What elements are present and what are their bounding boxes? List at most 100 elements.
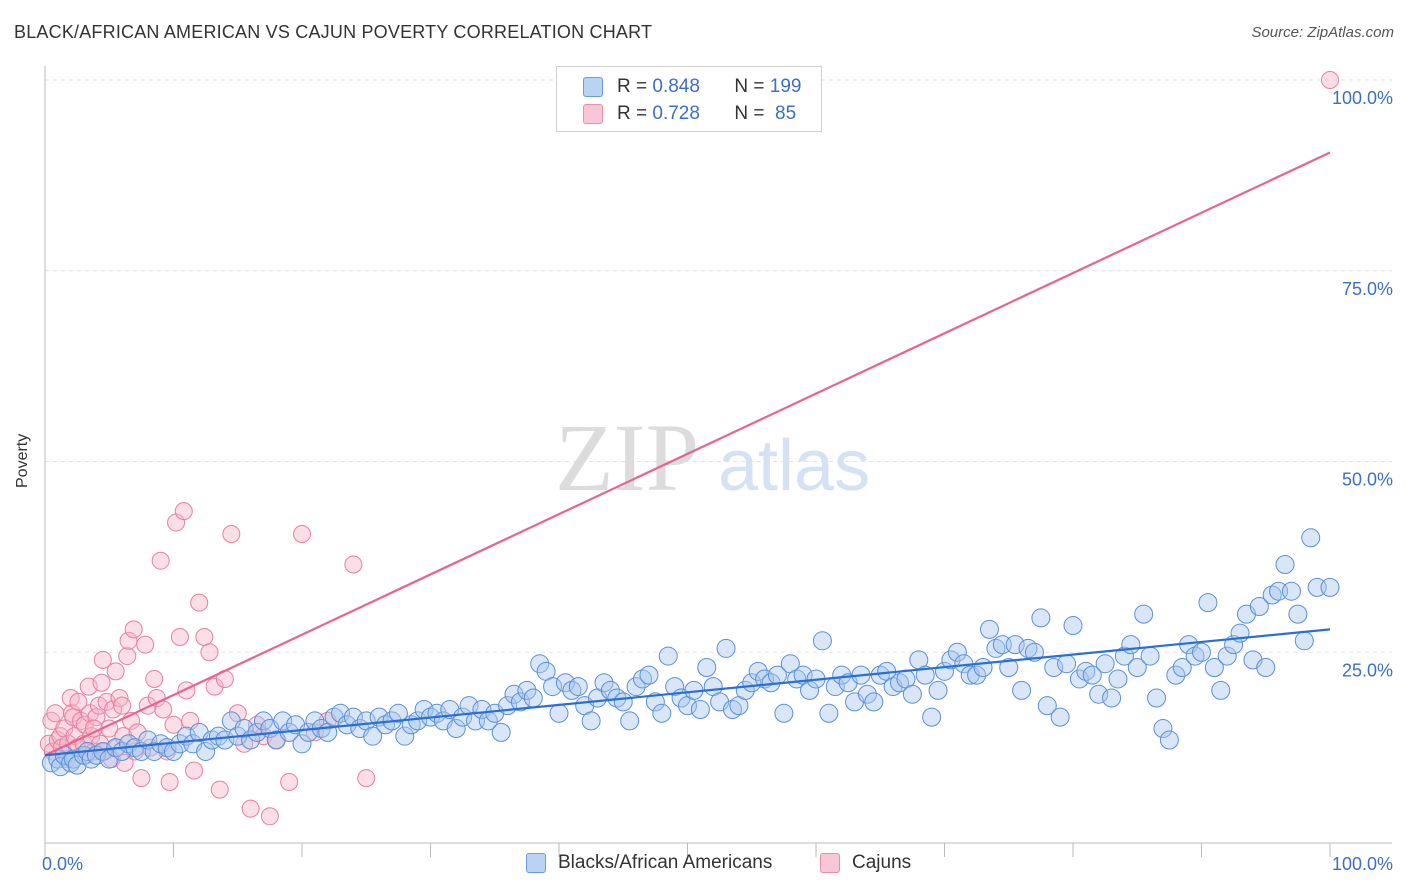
legend-r-label: R = xyxy=(617,76,648,97)
black-point xyxy=(581,711,601,731)
cajun-point xyxy=(357,769,376,788)
black-point xyxy=(363,726,383,746)
black-point xyxy=(1301,528,1321,548)
cajun-point xyxy=(136,635,155,654)
black-point xyxy=(748,661,768,681)
black-point xyxy=(594,673,614,693)
x-tick-label: 100.0% xyxy=(1332,854,1393,874)
series-swatch-pink xyxy=(820,853,840,873)
black-point xyxy=(620,711,640,731)
cajun-point xyxy=(174,502,193,521)
black-point xyxy=(716,638,736,658)
black-point xyxy=(1024,642,1044,662)
black-point xyxy=(1127,658,1147,678)
black-point xyxy=(1012,680,1032,700)
black-point xyxy=(665,677,685,697)
legend-r-value: 0.728 xyxy=(652,103,700,124)
legend-swatch-pink xyxy=(583,104,603,124)
black-point xyxy=(915,665,935,685)
cajun-point xyxy=(106,662,125,681)
black-point xyxy=(819,703,839,723)
black-point xyxy=(253,711,273,731)
cajun-point xyxy=(200,643,219,662)
black-point xyxy=(1069,669,1089,689)
black-point xyxy=(639,665,659,685)
black-point xyxy=(388,703,408,723)
black-point xyxy=(1031,608,1051,628)
x-tick-label: 0.0% xyxy=(42,854,83,874)
cajun-point xyxy=(124,620,143,639)
y-tick-label: 100.0% xyxy=(1332,88,1393,108)
cajun-point xyxy=(1321,71,1339,89)
black-point xyxy=(947,642,967,662)
black-point xyxy=(652,703,672,723)
cajun-point xyxy=(190,593,209,612)
black-point xyxy=(1159,730,1179,750)
chart-title: BLACK/AFRICAN AMERICAN VS CAJUN POVERTY … xyxy=(14,22,653,42)
cajun-point xyxy=(185,761,204,780)
black-point xyxy=(1147,688,1167,708)
black-point xyxy=(1153,719,1173,739)
cajun-point xyxy=(344,555,363,574)
black-point xyxy=(658,646,678,666)
black-point xyxy=(690,699,710,719)
black-point xyxy=(491,722,511,742)
black-point xyxy=(273,711,293,731)
black-point xyxy=(549,703,569,723)
cajun-point xyxy=(195,627,214,646)
black-point xyxy=(510,692,530,712)
black-point xyxy=(453,707,473,727)
legend-swatch-blue xyxy=(583,77,603,97)
tick-labels: 25.0% 50.0% 75.0% 100.0% 0.0% 100.0% xyxy=(42,88,1393,874)
black-point xyxy=(613,692,633,712)
black-point xyxy=(298,722,318,742)
series-swatch-blue xyxy=(526,853,546,873)
series-legend-blacks-label: Blacks/African Americans xyxy=(558,852,773,873)
correlation-legend: R = 0.848 N = 199 R = 0.728 N = 85 xyxy=(556,66,822,132)
cajun-point xyxy=(170,627,189,646)
black-point xyxy=(67,755,87,775)
black-point xyxy=(967,665,987,685)
black-point xyxy=(1044,658,1064,678)
black-point xyxy=(1217,646,1237,666)
cajun-point xyxy=(69,692,88,711)
series-legend-cajuns[interactable]: Cajuns xyxy=(820,852,911,874)
black-point xyxy=(626,677,646,697)
series-legend-blacks[interactable]: Blacks/African Americans xyxy=(526,852,772,874)
cajun-point xyxy=(151,551,170,570)
cajun-point xyxy=(205,677,224,696)
black-point xyxy=(555,673,575,693)
black-point xyxy=(1005,635,1025,655)
legend-row-cajuns: R = 0.728 N = 85 xyxy=(583,101,796,127)
cajun-point xyxy=(293,524,311,543)
black-point xyxy=(1166,665,1186,685)
y-tick-label: 75.0% xyxy=(1342,279,1393,299)
grid-lines xyxy=(45,79,1392,653)
legend-n-label: N = xyxy=(734,103,765,124)
black-point xyxy=(1320,577,1340,597)
black-point xyxy=(446,719,466,739)
cajun-point xyxy=(104,700,123,719)
black-point xyxy=(812,631,832,651)
black-point xyxy=(697,658,717,678)
black-point xyxy=(1108,669,1128,689)
black-point xyxy=(1249,596,1269,616)
cajun-point xyxy=(164,715,183,734)
black-point xyxy=(645,692,665,712)
black-point xyxy=(1134,604,1154,624)
black-point xyxy=(215,730,235,750)
black-point xyxy=(1281,581,1301,601)
cajun-point xyxy=(132,769,151,788)
legend-r-label: R = xyxy=(617,103,648,124)
cajun-point xyxy=(177,681,196,700)
black-point xyxy=(1192,642,1211,662)
black-point xyxy=(408,711,428,731)
black-point xyxy=(1211,680,1231,700)
legend-row-blacks: R = 0.848 N = 199 xyxy=(583,74,801,100)
black-point xyxy=(902,684,922,704)
legend-r-value: 0.848 xyxy=(652,76,700,97)
black-point xyxy=(1288,604,1308,624)
black-point xyxy=(1256,658,1276,678)
black-point xyxy=(1294,631,1314,651)
